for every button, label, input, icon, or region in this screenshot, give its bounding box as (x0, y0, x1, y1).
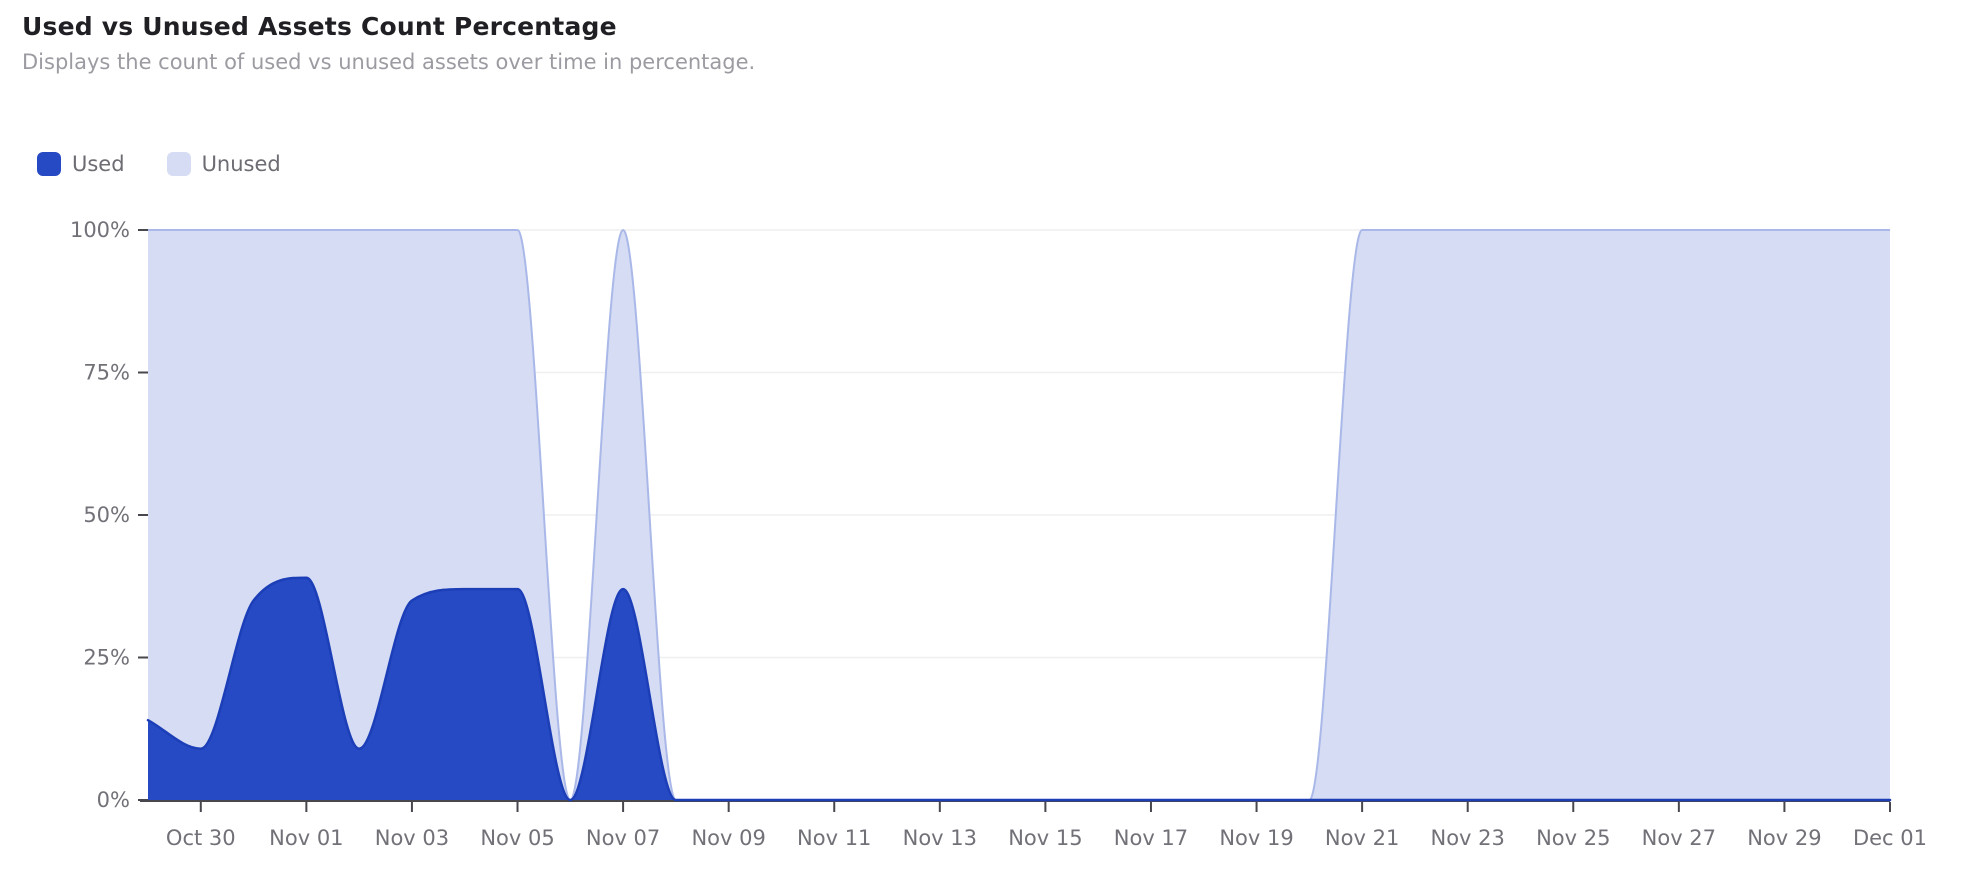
chart-title: Used vs Unused Assets Count Percentage (22, 12, 617, 41)
x-tick-label: Nov 09 (691, 826, 765, 850)
x-tick-label: Nov 11 (797, 826, 871, 850)
used-area (148, 577, 1890, 800)
legend-item-used[interactable]: Used (37, 152, 125, 176)
x-tick-label: Nov 03 (375, 826, 449, 850)
x-tick-label: Nov 19 (1219, 826, 1293, 850)
legend-label-unused: Unused (201, 152, 281, 176)
y-tick-label: 50% (83, 503, 130, 527)
x-tick-label: Nov 05 (480, 826, 554, 850)
x-tick-label: Dec 01 (1853, 826, 1927, 850)
x-tick-label: Nov 23 (1431, 826, 1505, 850)
y-tick-label: 0% (97, 788, 130, 812)
y-tick-label: 75% (83, 361, 130, 385)
legend-item-unused[interactable]: Unused (166, 152, 281, 176)
legend: Used Unused (37, 152, 281, 176)
x-tick-label: Nov 27 (1642, 826, 1716, 850)
y-tick-label: 25% (83, 646, 130, 670)
x-tick-label: Nov 01 (269, 826, 343, 850)
legend-swatch-unused (166, 152, 191, 176)
chart-subtitle: Displays the count of used vs unused ass… (22, 50, 756, 74)
y-tick-label: 100% (70, 218, 130, 242)
x-tick-label: Nov 15 (1008, 826, 1082, 850)
x-tick-label: Nov 13 (903, 826, 977, 850)
used-line (146, 576, 1892, 802)
x-tick-label: Nov 29 (1747, 826, 1821, 850)
x-tick-label: Nov 21 (1325, 826, 1399, 850)
unused-area (148, 230, 1890, 800)
x-tick-label: Nov 07 (586, 826, 660, 850)
x-tick-label: Oct 30 (166, 826, 236, 850)
x-tick-label: Nov 17 (1114, 826, 1188, 850)
legend-label-used: Used (72, 152, 125, 176)
x-tick-label: Nov 25 (1536, 826, 1610, 850)
legend-swatch-used (37, 152, 61, 176)
